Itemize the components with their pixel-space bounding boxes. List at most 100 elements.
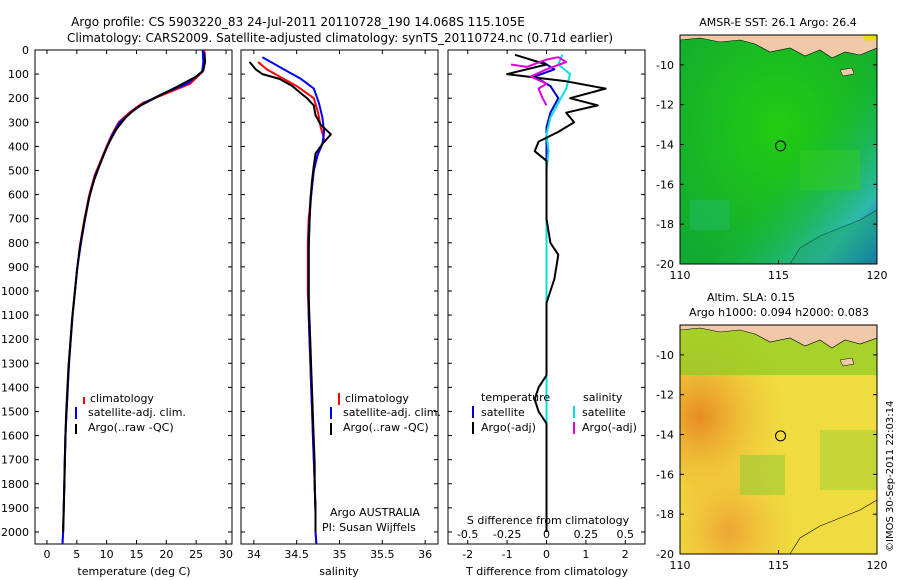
land-indonesia-islands xyxy=(680,35,877,59)
land-indonesia-islands xyxy=(680,325,877,349)
depth-tick-label: 1900 xyxy=(1,502,29,515)
depth-tick-label: 1400 xyxy=(1,381,29,394)
depth-tick-label: 200 xyxy=(8,92,29,105)
depth-tick-label: 1300 xyxy=(1,357,29,370)
lon-tick-label: 115 xyxy=(768,559,789,572)
argo-position-marker xyxy=(775,140,787,152)
salinity-ticks: 34 34.5 35 35.5 36 xyxy=(241,49,438,561)
series-line-satellite-adj-clim xyxy=(61,49,205,545)
difference-xlabel: T difference from climatology xyxy=(465,565,628,578)
depth-tick-label: 1200 xyxy=(1,333,29,346)
s-diff-tick-label: -0.25 xyxy=(493,528,521,541)
lat-tick-label: -14 xyxy=(656,429,674,442)
difference-ticks: -2 -1 0 1 2 -0.5 -0.25 0 0.25 0.5 xyxy=(448,49,645,561)
legend-label-t-argo: Argo(-adj) xyxy=(481,421,536,434)
temperature-legend: climatology satellite-adj. clim. Argo(..… xyxy=(75,392,186,434)
depth-tick-label: 1500 xyxy=(1,405,29,418)
depth-tick-label: 0 xyxy=(22,44,29,57)
x-tick-label: 35.5 xyxy=(370,548,395,561)
depth-tick-label: 300 xyxy=(8,116,29,129)
depth-tick-label: 800 xyxy=(8,237,29,250)
lat-tick-label: -10 xyxy=(656,59,674,72)
lat-tick-label: -20 xyxy=(656,548,674,561)
temperature-axes-frame xyxy=(34,49,233,545)
salinity-axes-frame xyxy=(240,49,439,545)
x-tick-label: 34.5 xyxy=(284,548,309,561)
depth-tick-label: 600 xyxy=(8,189,29,202)
lon-tick-label: 110 xyxy=(670,269,691,282)
x-tick-label: 0 xyxy=(43,548,50,561)
sst-map-title: AMSR-E SST: 26.1 Argo: 26.4 xyxy=(699,16,857,29)
temperature-panel: 0100200300400500600700800900100011001200… xyxy=(1,44,233,578)
s-diff-tick-label: 0.25 xyxy=(574,528,599,541)
sla-map-title-line1: Altim. SLA: 0.15 xyxy=(707,291,795,304)
depth-tick-label: 1000 xyxy=(1,285,29,298)
x-tick-label: 20 xyxy=(159,548,173,561)
legend-label-satellite-adj: satellite-adj. clim. xyxy=(343,406,441,419)
lat-tick-label: -16 xyxy=(656,178,674,191)
x-tick-label: 15 xyxy=(129,548,143,561)
depth-tick-label: 1100 xyxy=(1,309,29,322)
land-edge-patch xyxy=(862,35,877,41)
salinity-panel: 34 34.5 35 35.5 36 climatology satellite-adj… xyxy=(240,49,441,578)
legend-label-satellite-adj: satellite-adj. clim. xyxy=(88,406,186,419)
difference-panel: -2 -1 0 1 2 -0.5 -0.25 0 0.25 0.5 temperature sal… xyxy=(447,49,646,578)
x-tick-label: 30 xyxy=(219,548,233,561)
lon-tick-label: 115 xyxy=(768,269,789,282)
lat-tick-label: -18 xyxy=(656,218,674,231)
s-diff-tick-label: 0 xyxy=(543,528,550,541)
temperature-xlabel: temperature (deg C) xyxy=(77,565,190,578)
depth-tick-label: 700 xyxy=(8,213,29,226)
x-tick-label: 10 xyxy=(100,548,114,561)
legend-label-argo: Argo(..raw -QC) xyxy=(88,421,174,434)
lon-tick-label: 120 xyxy=(867,269,888,282)
lat-tick-label: -20 xyxy=(656,258,674,271)
sla-green-patch xyxy=(740,455,785,495)
salinity-xlabel: salinity xyxy=(319,565,359,578)
legend-label-t-satellite: satellite xyxy=(481,406,525,419)
legend-label-s-argo: Argo(-adj) xyxy=(582,421,637,434)
lat-tick-label: -12 xyxy=(656,99,674,112)
x-tick-label: 25 xyxy=(189,548,203,561)
difference-lines xyxy=(506,53,607,532)
x-tick-label: 36 xyxy=(418,548,432,561)
depth-tick-label: 1700 xyxy=(1,454,29,467)
x-tick-label: 0 xyxy=(543,548,550,561)
salinity-annotation-pi: PI: Susan Wijffels xyxy=(322,521,416,534)
sla-map: Altim. SLA: 0.15 Argo h1000: 0.094 h2000… xyxy=(656,291,887,572)
sst-map: AMSR-E SST: 26.1 Argo: 26.4 -10 -12 -14 -16… xyxy=(656,16,887,282)
difference-legend: temperature salinity satellite Argo(-adj… xyxy=(472,391,637,434)
x-tick-label: 2 xyxy=(622,548,629,561)
x-tick-label: -2 xyxy=(462,548,473,561)
temperature-ticks: 0100200300400500600700800900100011001200… xyxy=(1,44,233,561)
figure-title-line2: Climatology: CARS2009. Satellite-adjuste… xyxy=(67,31,613,45)
sst-warm-patch xyxy=(800,150,860,190)
series-line-climatology xyxy=(61,49,206,545)
sst-map-ticks: -10 -12 -14 -16 -18 -20110 115 120 xyxy=(656,59,887,282)
argo-position-marker xyxy=(775,430,787,442)
lon-tick-label: 120 xyxy=(867,559,888,572)
land-small-island xyxy=(839,67,855,77)
depth-tick-label: 1600 xyxy=(1,430,29,443)
lat-tick-label: -14 xyxy=(656,139,674,152)
salinity-legend: climatology satellite-adj. clim. Argo(..… xyxy=(330,392,441,435)
sla-map-ticks: -10 -12 -14 -16 -18 -20110 115 120 xyxy=(656,349,887,572)
lon-tick-label: 110 xyxy=(670,559,691,572)
sla-green-patch-east xyxy=(820,430,877,490)
legend-header-temperature: temperature xyxy=(481,391,550,404)
sla-map-title-line2: Argo h1000: 0.094 h2000: 0.083 xyxy=(689,306,869,319)
s-diff-tick-label: 0.5 xyxy=(617,528,635,541)
series-line-argo-raw-qc xyxy=(248,61,332,532)
lat-tick-label: -16 xyxy=(656,468,674,481)
depth-tick-label: 500 xyxy=(8,164,29,177)
x-tick-label: 5 xyxy=(73,548,80,561)
sst-cool-patch xyxy=(690,200,730,230)
depth-tick-label: 2000 xyxy=(1,526,29,539)
series-line-t-argo-adj xyxy=(506,53,607,532)
figure-title-line1: Argo profile: CS 5903220_83 24-Jul-2011 … xyxy=(71,15,525,29)
temperature-lines xyxy=(61,49,207,545)
depth-tick-label: 1800 xyxy=(1,478,29,491)
legend-label-climatology: climatology xyxy=(90,392,154,405)
salinity-lines xyxy=(248,56,332,545)
